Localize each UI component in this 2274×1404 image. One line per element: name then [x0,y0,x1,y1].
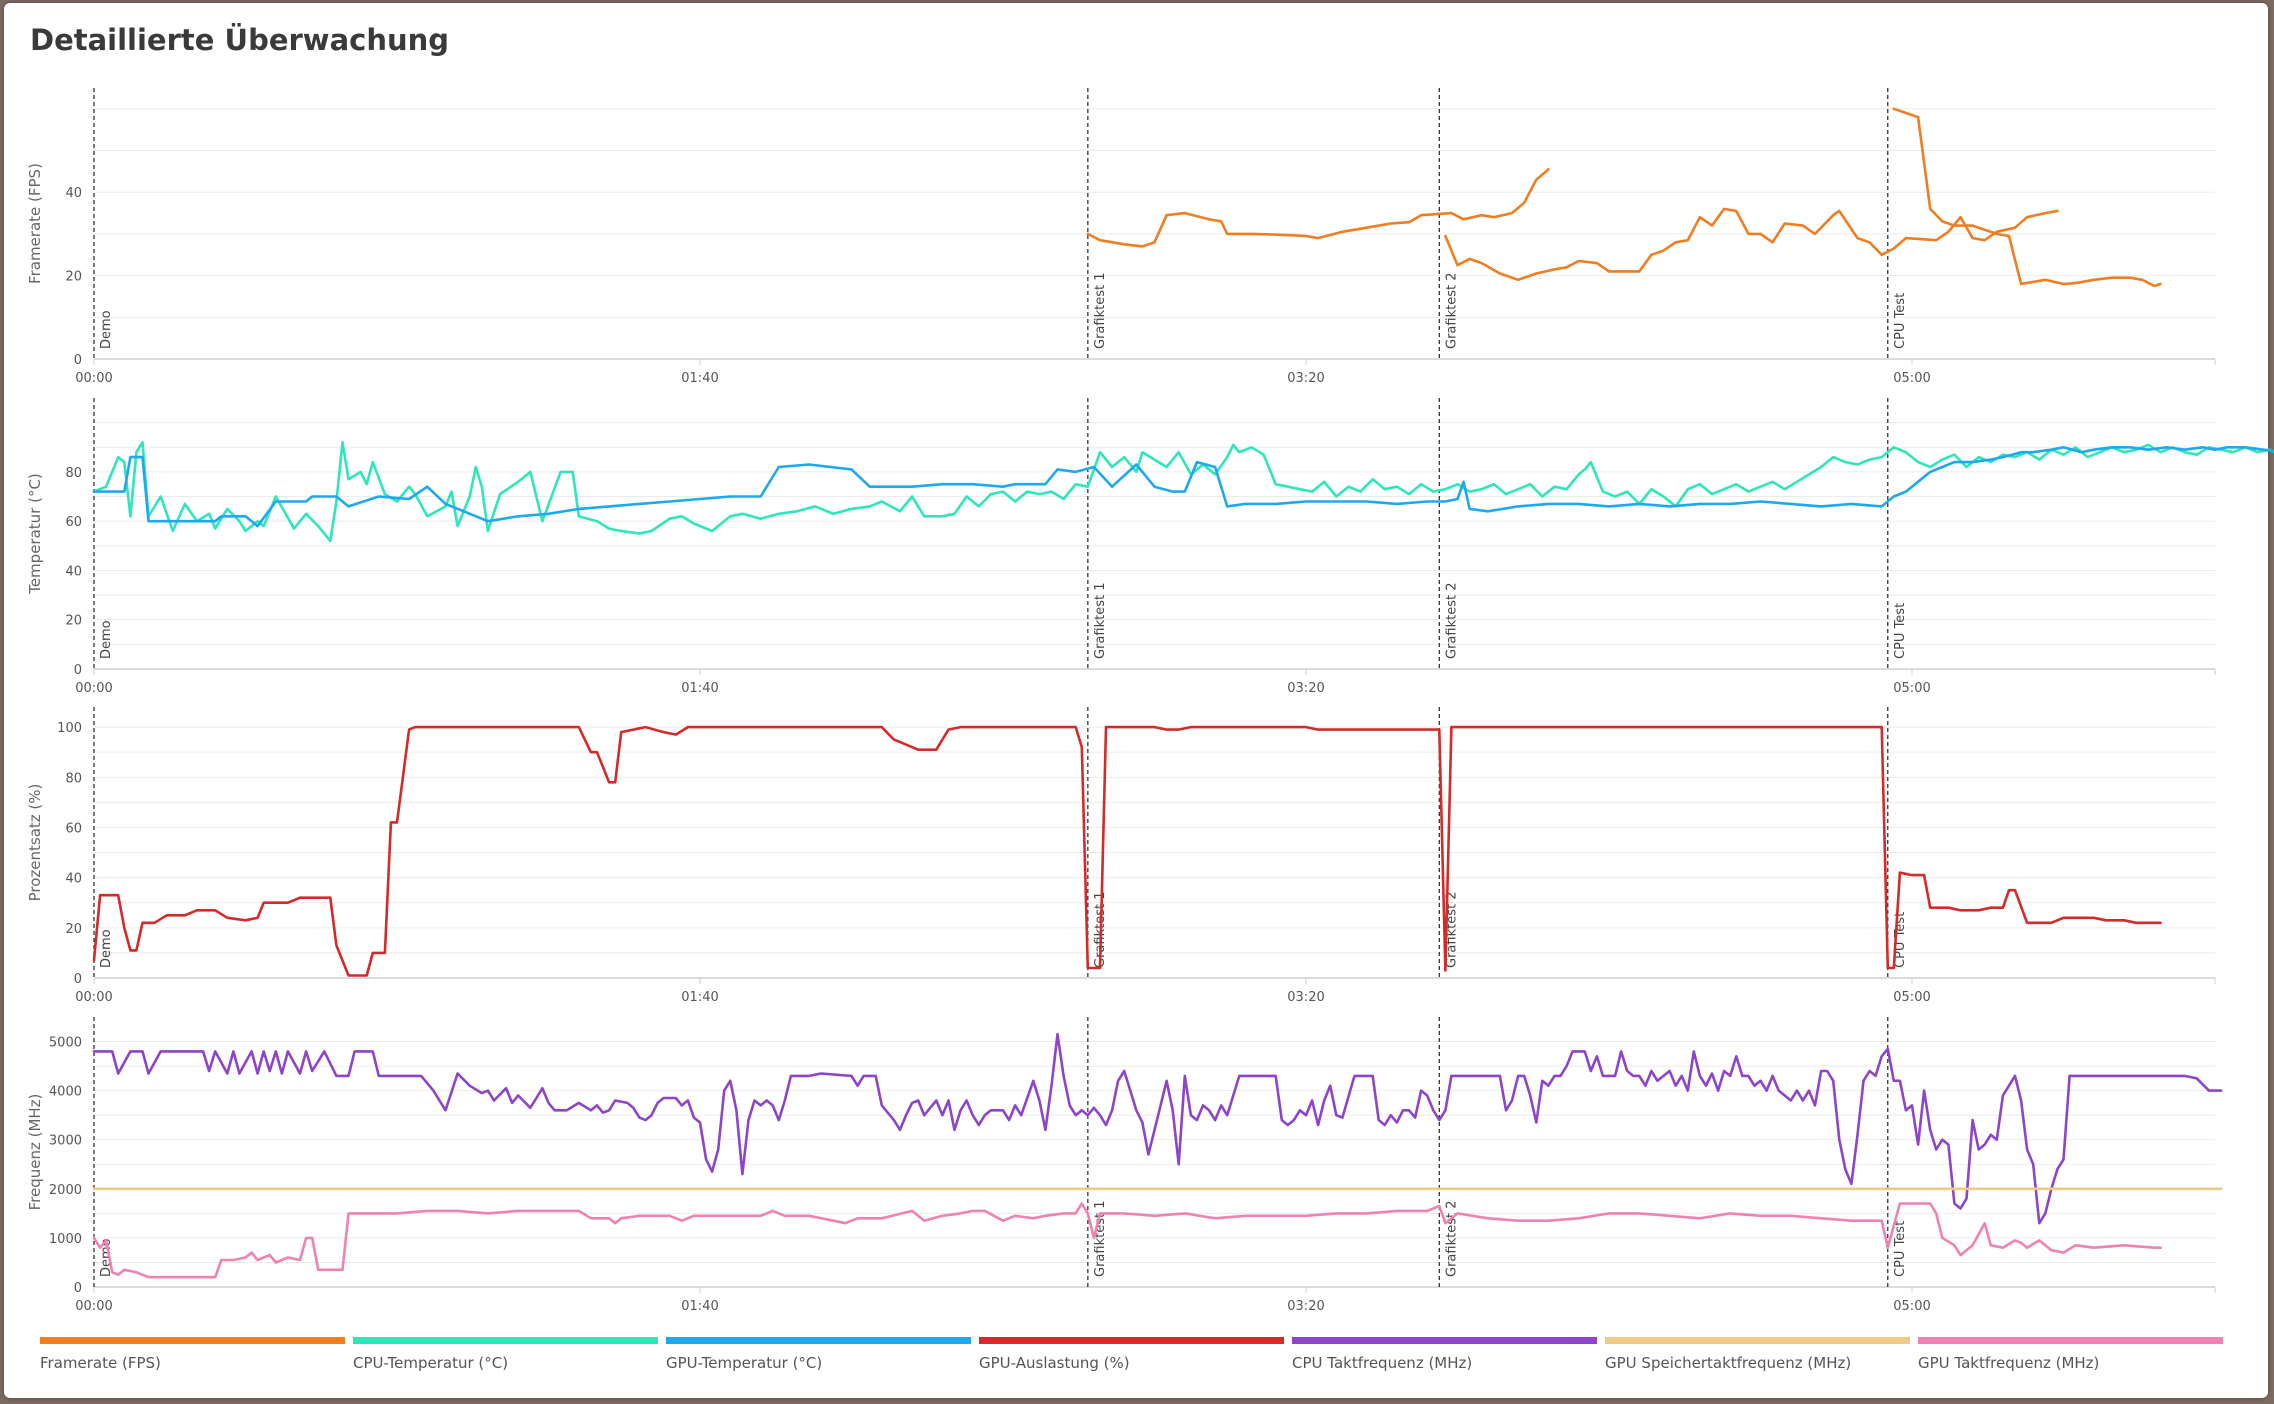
series-line-cpu-taktfrequenz-mhz [92,1032,2223,1225]
marker-label: Demo [99,929,114,968]
y-tick-label: 20 [65,270,82,285]
marker-label: Grafiktest 2 [1444,273,1459,349]
marker-label: Grafiktest 2 [1444,583,1459,659]
x-tick-label: 05:00 [1893,1299,1930,1314]
legend-item-gpu-util[interactable]: GPU-Auslastung (%) [979,1337,1284,1372]
legend-label: GPU-Temperatur (°C) [666,1354,823,1372]
y-tick-label: 0 [74,353,82,368]
y-tick-label: 0 [74,1281,82,1296]
y-tick-label: 80 [65,771,82,786]
y-axis-label: Temperatur (°C) [26,473,44,595]
y-tick-label: 40 [65,872,82,887]
x-tick-label: 05:00 [1893,681,1930,696]
x-tick-label: 00:00 [75,1299,112,1314]
x-tick-label: 05:00 [1893,371,1930,386]
y-axis-label: Frequenz (MHz) [26,1094,44,1211]
y-tick-label: 3000 [49,1134,82,1149]
y-axis-label: Prozentsatz (%) [26,784,44,902]
y-axis-label: Framerate (FPS) [26,163,44,284]
legend-item-gpu-temp[interactable]: GPU-Temperatur (°C) [666,1337,971,1372]
legend: Framerate (FPS) CPU-Temperatur (°C) GPU-… [40,1337,2230,1377]
legend-label: GPU Taktfrequenz (MHz) [1918,1354,2100,1372]
series-line-gpu-taktfrequenz-mhz [92,1202,2162,1279]
x-tick-label: 00:00 [75,990,112,1005]
y-tick-label: 1000 [49,1232,82,1247]
marker-label: Grafiktest 1 [1093,273,1108,349]
x-tick-label: 03:20 [1287,1299,1324,1314]
x-tick-label: 01:40 [681,990,718,1005]
legend-label: GPU Speichertaktfrequenz (MHz) [1605,1354,1852,1372]
marker-label: CPU Test [1893,1221,1908,1277]
legend-item-framerate[interactable]: Framerate (FPS) [40,1337,345,1372]
y-tick-label: 60 [65,821,82,836]
y-tick-label: 0 [74,972,82,987]
y-tick-label: 20 [65,922,82,937]
detailed-monitoring-panel: Detaillierte Überwachung [4,3,2268,1398]
series-line-framerate-fps [1086,168,1550,248]
legend-item-cpu-clock[interactable]: CPU Taktfrequenz (MHz) [1292,1337,1597,1372]
marker-label: Grafiktest 2 [1444,1201,1459,1277]
series-line-gpu-temperatur-c [92,446,2274,528]
legend-swatch [40,1337,345,1344]
y-tick-label: 40 [65,186,82,201]
x-tick-label: 01:40 [681,371,718,386]
legend-label: GPU-Auslastung (%) [979,1354,1130,1372]
y-tick-label: 4000 [49,1085,82,1100]
marker-label: CPU Test [1893,293,1908,349]
series-line-gpu-auslastung [92,725,2162,977]
y-tick-label: 2000 [49,1183,82,1198]
x-tick-label: 00:00 [75,681,112,696]
series-line-framerate-fps [1444,207,2059,282]
y-tick-label: 20 [65,614,82,629]
marker-label: Demo [99,310,114,349]
y-tick-label: 100 [57,721,82,736]
legend-swatch [979,1337,1284,1344]
marker-label: CPU Test [1893,603,1908,659]
legend-label: CPU Taktfrequenz (MHz) [1292,1354,1473,1372]
marker-label: Demo [99,620,114,659]
y-tick-label: 0 [74,663,82,678]
y-tick-label: 80 [65,466,82,481]
series-line-framerate-fps [1892,107,2162,288]
series-line-cpu-temperatur-c [92,441,2274,543]
page-title: Detaillierte Überwachung [30,23,450,57]
x-tick-label: 05:00 [1893,990,1930,1005]
y-tick-label: 5000 [49,1036,82,1051]
y-tick-label: 60 [65,515,82,530]
x-tick-label: 03:20 [1287,990,1324,1005]
x-tick-label: 01:40 [681,681,718,696]
y-tick-label: 40 [65,564,82,579]
legend-item-gpu-clock[interactable]: GPU Taktfrequenz (MHz) [1918,1337,2223,1372]
x-tick-label: 03:20 [1287,681,1324,696]
legend-swatch [353,1337,658,1344]
legend-swatch [1292,1337,1597,1344]
legend-label: CPU-Temperatur (°C) [353,1354,509,1372]
x-tick-label: 03:20 [1287,371,1324,386]
legend-swatch [666,1337,971,1344]
legend-swatch [1918,1337,2223,1344]
marker-label: Grafiktest 1 [1093,1201,1108,1277]
legend-item-cpu-temp[interactable]: CPU-Temperatur (°C) [353,1337,658,1372]
legend-item-gpu-mem-clock[interactable]: GPU Speichertaktfrequenz (MHz) [1605,1337,1910,1372]
x-tick-label: 00:00 [75,371,112,386]
legend-label: Framerate (FPS) [40,1354,161,1372]
x-tick-label: 01:40 [681,1299,718,1314]
marker-label: Grafiktest 1 [1093,583,1108,659]
legend-swatch [1605,1337,1910,1344]
